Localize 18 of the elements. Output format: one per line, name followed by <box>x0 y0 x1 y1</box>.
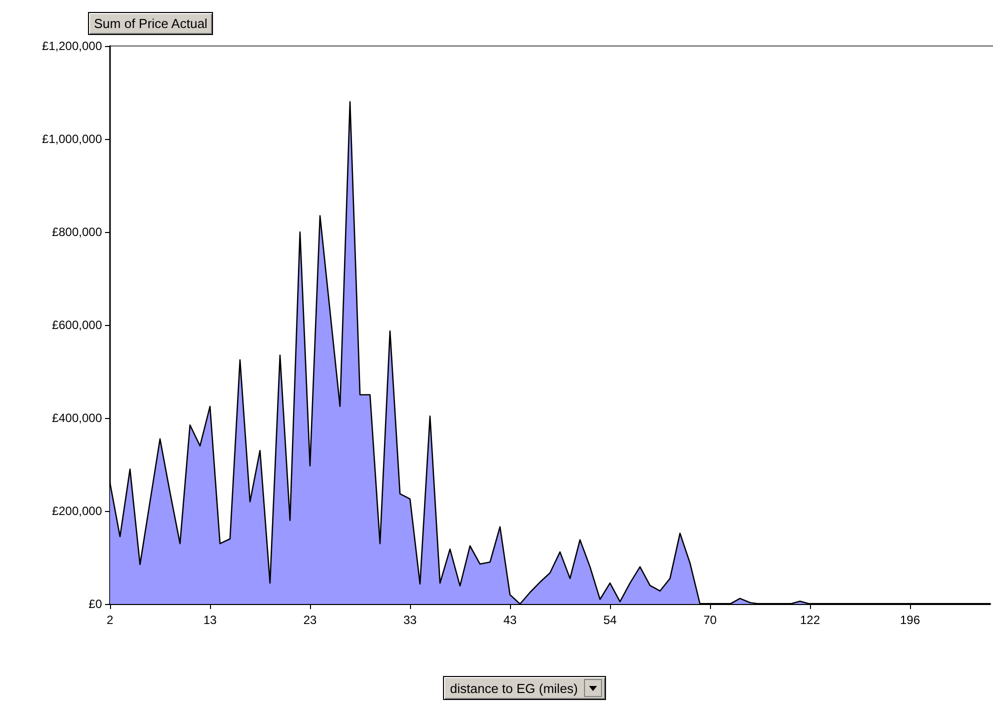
x-tick-label: 2 <box>106 613 114 627</box>
y-tick-label: £600,000 <box>52 318 102 332</box>
x-tick-label: 54 <box>603 613 617 627</box>
y-tick-label: £400,000 <box>52 411 102 425</box>
y-axis-title: Sum of Price Actual <box>88 12 214 35</box>
y-tick-label: £1,200,000 <box>42 39 102 53</box>
x-tick-label: 13 <box>203 613 217 627</box>
x-tick-label: 196 <box>900 613 920 627</box>
x-tick-label: 33 <box>403 613 417 627</box>
x-tick-label: 23 <box>303 613 317 627</box>
y-tick-label: £0 <box>88 597 102 611</box>
y-tick-label: £800,000 <box>52 225 102 239</box>
y-tick-label: £200,000 <box>52 504 102 518</box>
x-tick-label: 43 <box>503 613 517 627</box>
x-tick-label: 70 <box>703 613 717 627</box>
x-axis-title: distance to EG (miles) <box>450 680 578 696</box>
x-tick-label: 122 <box>800 613 820 627</box>
y-tick-label: £1,000,000 <box>42 132 102 146</box>
